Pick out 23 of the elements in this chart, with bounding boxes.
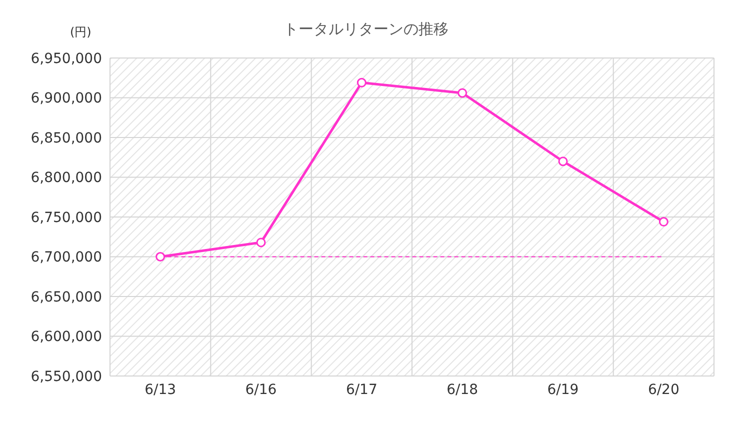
y-tick-label: 6,750,000 bbox=[30, 210, 102, 226]
y-tick-label: 6,650,000 bbox=[30, 289, 102, 306]
x-tick-label: 6/17 bbox=[346, 382, 378, 398]
y-tick-label: 6,600,000 bbox=[30, 329, 102, 346]
x-tick-label: 6/18 bbox=[446, 382, 478, 398]
x-tick-label: 6/20 bbox=[648, 382, 680, 398]
point bbox=[458, 88, 468, 98]
chart-title: トータルリターンの推移 bbox=[284, 20, 448, 38]
y-tick-label: 6,900,000 bbox=[30, 90, 102, 107]
point bbox=[356, 78, 366, 88]
point bbox=[658, 217, 668, 227]
y-axis-title: (円) bbox=[70, 24, 92, 41]
x-tick-label: 6/13 bbox=[144, 382, 176, 398]
x-tick-label: 6/16 bbox=[245, 382, 277, 398]
y-tick-label: 6,700,000 bbox=[30, 250, 102, 266]
point bbox=[558, 156, 568, 166]
y-tick-label: 6,850,000 bbox=[30, 130, 102, 146]
x-tick-label: 6/19 bbox=[547, 382, 579, 398]
point bbox=[156, 252, 166, 262]
y-tick-label: 6,950,000 bbox=[30, 50, 102, 67]
y-tick-label: 6,550,000 bbox=[30, 368, 102, 385]
y-tick-label: 6,800,000 bbox=[30, 170, 102, 186]
point bbox=[256, 238, 266, 248]
